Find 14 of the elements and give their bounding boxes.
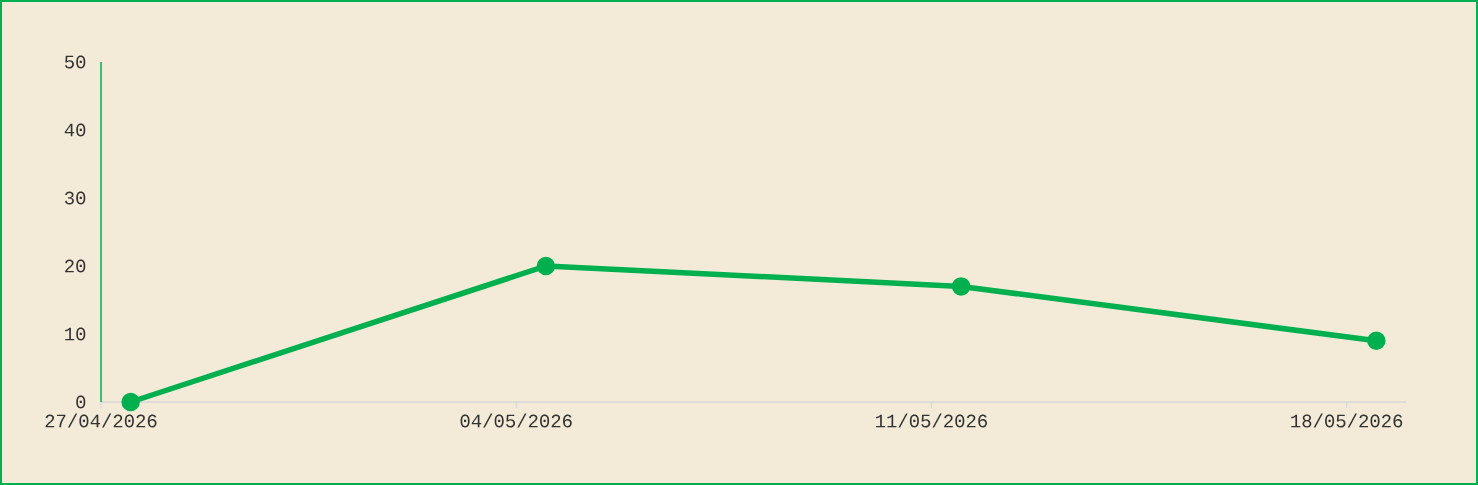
point: [536, 256, 556, 276]
x-tick-label: 04/05/2026: [460, 413, 572, 428]
point: [951, 277, 971, 296]
x-tick-label: 18/05/2026: [1291, 413, 1403, 428]
y-tick-label: 30: [64, 191, 86, 205]
y-tick-label: 40: [64, 123, 86, 137]
y-tick-label: 10: [65, 327, 86, 341]
point: [1367, 331, 1386, 351]
y-tick-label: 20: [65, 259, 86, 273]
y-tick-label: 0: [76, 395, 86, 409]
x-tick-label: 27/04/2026: [45, 413, 157, 428]
y-tick-label: 50: [64, 55, 86, 69]
point: [121, 392, 140, 412]
x-tick-label: 11/05/2026: [876, 413, 987, 428]
